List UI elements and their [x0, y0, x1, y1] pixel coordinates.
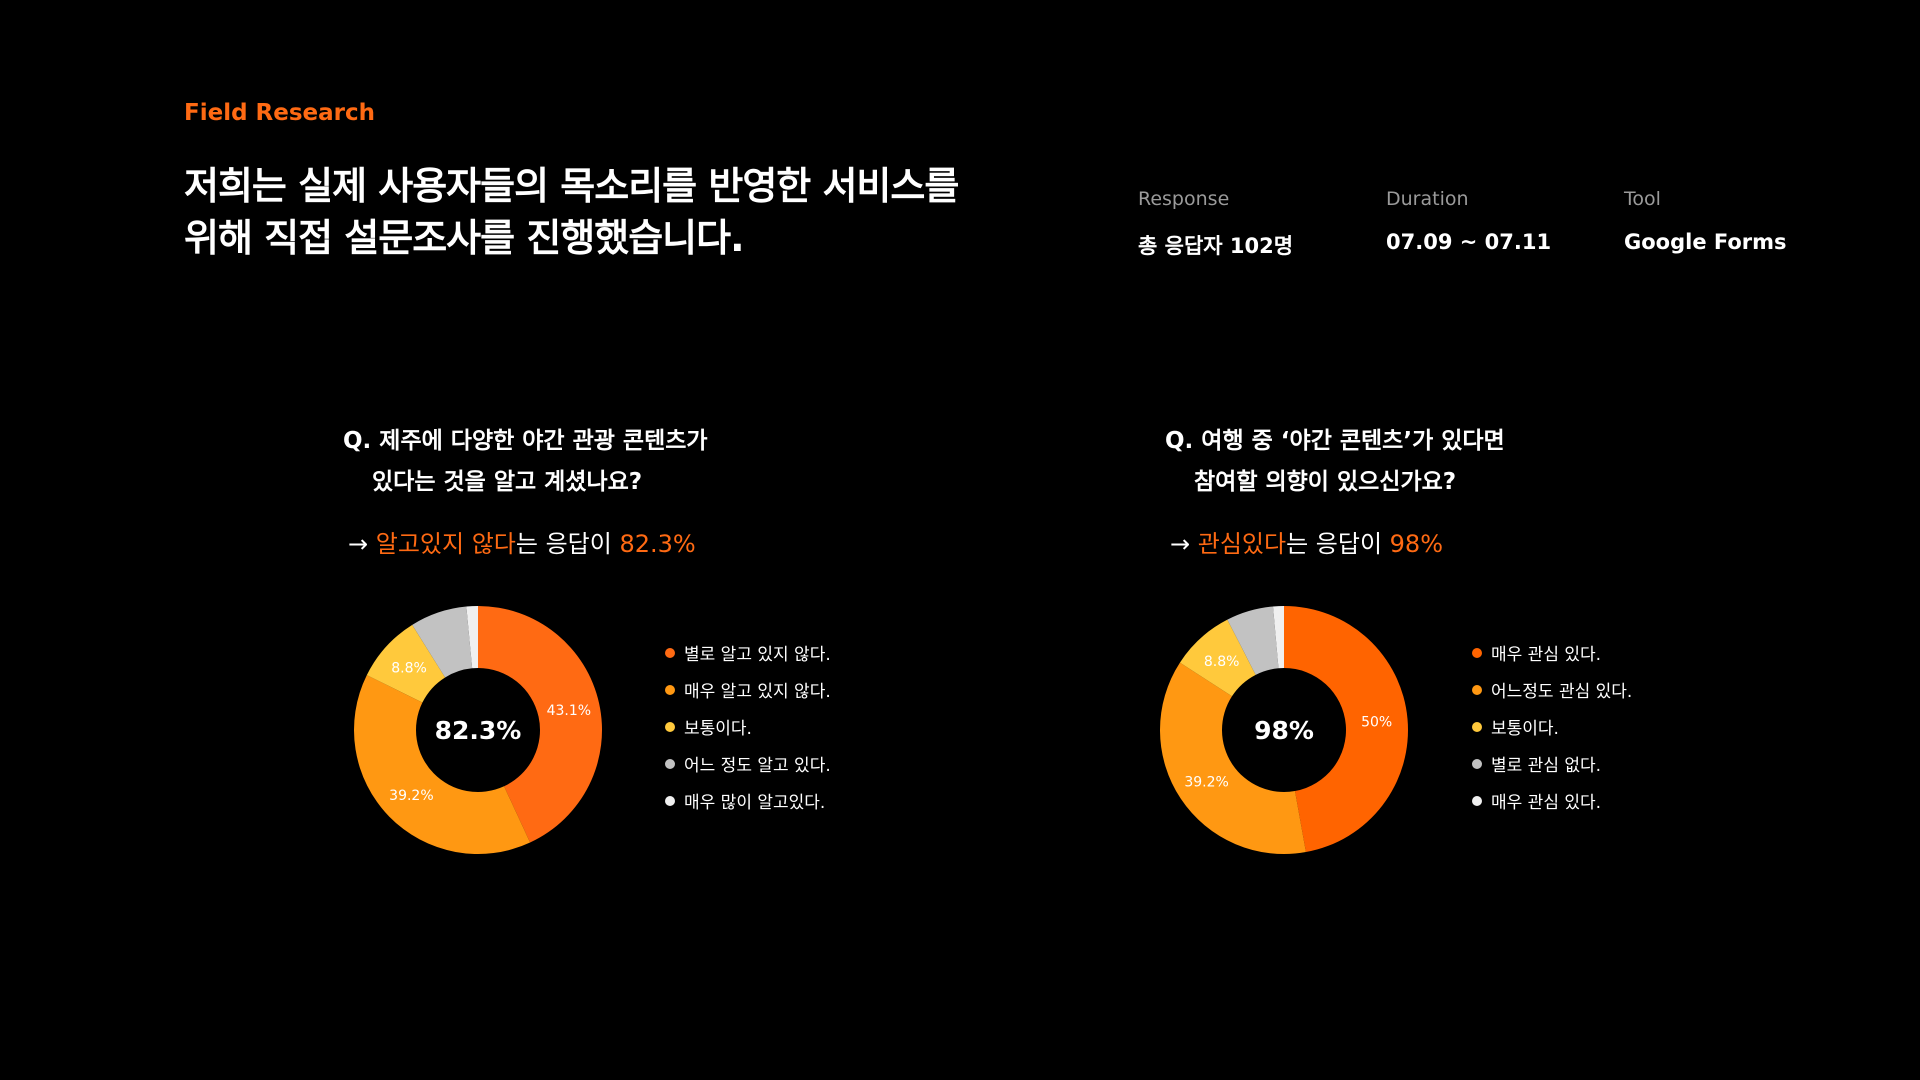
- donut-slice: [1179, 619, 1256, 697]
- legend-dot: [665, 684, 675, 695]
- legend-label: 매우 알고 있지 않다.: [684, 682, 831, 702]
- survey-2-answer: → 관심있다는 응답이 98%: [1170, 524, 1443, 559]
- section-eyebrow: Field Research: [184, 100, 376, 126]
- legend-dot: [665, 758, 675, 769]
- slice-label: 8.8%: [391, 661, 427, 677]
- survey-2-donut-chart: 50% 39.2% 8.8% 98%: [1160, 606, 1408, 854]
- legend-dot: [1472, 684, 1482, 695]
- survey-2-question-line-2: 참여할 의향이 있으신가요?: [1194, 469, 1457, 495]
- meta-tool-value: Google Forms: [1624, 230, 1787, 254]
- legend-label: 별로 알고 있지 않다.: [684, 645, 831, 665]
- survey-2-question: Q. 여행 중 ‘야간 콘텐츠’가 있다면 참여할 의향이 있으신가요?: [1165, 421, 1505, 503]
- legend-label: 보통이다.: [684, 719, 752, 739]
- survey-1-question-line-1: Q. 제주에 다양한 야간 관광 콘텐츠가: [343, 428, 708, 454]
- legend-label: 어느정도 관심 있다.: [1491, 682, 1633, 702]
- donut-slice: [1284, 606, 1408, 853]
- slice-label: 43.1%: [547, 703, 591, 719]
- legend-item: 별로 관심 없다.: [1472, 745, 1632, 782]
- survey-1-donut-chart: 43.1% 39.2% 8.8% 82.3%: [354, 606, 603, 854]
- meta-duration-label: Duration: [1386, 188, 1469, 210]
- legend-dot: [1472, 647, 1482, 658]
- meta-tool-label: Tool: [1624, 188, 1661, 210]
- legend-item: 별로 알고 있지 않다.: [665, 634, 831, 671]
- donut-slice: [478, 606, 603, 843]
- survey-1-question-line-2: 있다는 것을 알고 계셨나요?: [372, 469, 643, 495]
- legend-item: 매우 관심 있다.: [1472, 634, 1632, 671]
- legend-label: 어느 정도 알고 있다.: [684, 756, 831, 776]
- meta-duration: Duration 07.09 ~ 07.11: [1386, 188, 1551, 254]
- legend-item: 매우 관심 있다.: [1472, 782, 1632, 819]
- legend-label: 매우 관심 있다.: [1491, 645, 1602, 665]
- legend-dot: [665, 721, 675, 732]
- legend-dot: [1472, 758, 1482, 769]
- legend-item: 보통이다.: [665, 708, 831, 745]
- legend-item: 어느정도 관심 있다.: [1472, 671, 1632, 708]
- answer-arrow: →: [348, 530, 376, 558]
- legend-label: 매우 관심 있다.: [1491, 793, 1602, 813]
- slice-label: 50%: [1361, 715, 1392, 731]
- answer-highlight: 관심있다: [1197, 530, 1287, 558]
- legend-label: 보통이다.: [1491, 719, 1559, 739]
- answer-arrow: →: [1170, 530, 1198, 558]
- survey-1-answer: → 알고있지 않다는 응답이 82.3%: [348, 524, 696, 559]
- legend-item: 어느 정도 알고 있다.: [665, 745, 831, 782]
- legend-item: 매우 알고 있지 않다.: [665, 671, 831, 708]
- answer-middle: 는 응답이: [1286, 530, 1390, 558]
- legend-label: 별로 관심 없다.: [1491, 756, 1602, 776]
- answer-value: 82.3%: [619, 530, 696, 558]
- meta-response-value: 총 응답자 102명: [1138, 234, 1294, 258]
- legend-label: 매우 많이 알고있다.: [684, 793, 826, 813]
- slice-label: 39.2%: [389, 788, 433, 804]
- meta-response-label: Response: [1138, 188, 1230, 210]
- meta-tool: Tool Google Forms: [1624, 188, 1787, 254]
- answer-highlight: 알고있지 않다: [375, 530, 516, 558]
- meta-response: Response 총 응답자 102명: [1138, 188, 1293, 260]
- answer-middle: 는 응답이: [515, 530, 620, 558]
- slice-label: 8.8%: [1204, 654, 1240, 670]
- meta-duration-value: 07.09 ~ 07.11: [1386, 230, 1552, 254]
- donut-slice: [366, 624, 446, 703]
- donut-slice: [354, 675, 531, 854]
- donut-slice: [1160, 662, 1306, 854]
- survey-1-question: Q. 제주에 다양한 야간 관광 콘텐츠가 있다는 것을 알고 계셨나요?: [343, 421, 708, 503]
- center-label: 98%: [1254, 716, 1314, 745]
- center-label: 82.3%: [435, 716, 522, 745]
- legend-item: 보통이다.: [1472, 708, 1632, 745]
- donut-slice: [1227, 606, 1279, 675]
- survey-2-question-line-1: Q. 여행 중 ‘야간 콘텐츠’가 있다면: [1165, 428, 1505, 454]
- donut-slice: [1272, 606, 1284, 669]
- legend-dot: [1472, 721, 1482, 732]
- headline: 저희는 실제 사용자들의 목소리를 반영한 서비스를 위해 직접 설문조사를 진…: [184, 160, 959, 264]
- survey-2-legend: 매우 관심 있다. 어느정도 관심 있다. 보통이다. 별로 관심 없다. 매우 관심 …: [1472, 634, 1632, 819]
- legend-dot: [665, 647, 675, 658]
- answer-value: 98%: [1389, 530, 1443, 558]
- legend-dot: [665, 795, 675, 806]
- donut-slice: [466, 606, 478, 669]
- headline-line-2: 위해 직접 설문조사를 진행했습니다.: [184, 216, 745, 260]
- headline-line-1: 저희는 실제 사용자들의 목소리를 반영한 서비스를: [184, 164, 959, 208]
- legend-dot: [1472, 795, 1482, 806]
- legend-item: 매우 많이 알고있다.: [665, 782, 831, 819]
- donut-slice: [412, 606, 473, 678]
- survey-1-legend: 별로 알고 있지 않다. 매우 알고 있지 않다. 보통이다. 어느 정도 알고 있다…: [665, 634, 831, 819]
- slice-label: 39.2%: [1184, 774, 1228, 790]
